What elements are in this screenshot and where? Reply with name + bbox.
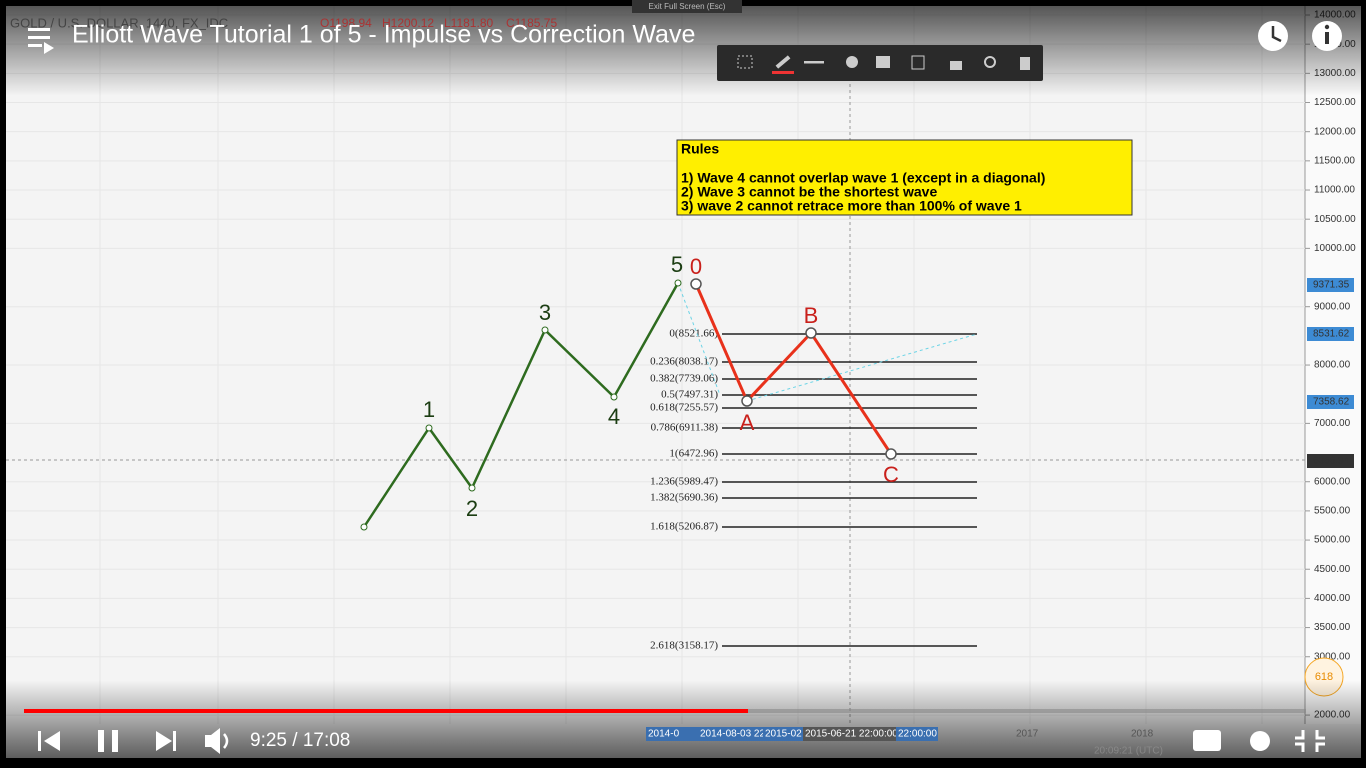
wave-labels: 1 2 3 4 5 0 A B C	[423, 252, 899, 521]
clock: 20:09:21 (UTC)	[1094, 746, 1163, 757]
fib-label: 0.5(7497.31)	[661, 389, 718, 401]
symbol: GOLD / U.S. DOLLAR, 1440, FX_IDC	[10, 15, 228, 30]
impulse-label: 4	[608, 404, 620, 429]
price-marker: 7358.62	[1313, 397, 1350, 408]
player-controls[interactable]	[38, 728, 229, 754]
toolbar-icons[interactable]	[737, 55, 1030, 74]
time-marker-bg	[803, 727, 898, 741]
fib-label: 1.382(5690.36)	[650, 492, 718, 504]
exit-hint: Exit Full Screen (Esc)	[649, 2, 726, 11]
price-label: 5000.00	[1314, 535, 1351, 546]
price-marker-bg	[1307, 395, 1354, 409]
time-label: 2015-02	[765, 729, 802, 740]
impulse-wave	[362, 282, 680, 528]
video-title[interactable]: Elliott Wave Tutorial 1 of 5 - Impulse v…	[72, 21, 695, 49]
price-label: 3000.00	[1314, 651, 1351, 662]
impulse-points	[360, 279, 682, 531]
time-axis: 2014-0 2014-08-03 22 2015-02 2015-06-21 22:…	[646, 727, 1154, 741]
impulse-label: 1	[423, 397, 435, 422]
impulse-label: 2	[466, 496, 478, 521]
ohlc-value: C1185.75	[506, 16, 557, 30]
correction-label: 0	[690, 254, 702, 279]
price-label: 10000.00	[1314, 243, 1356, 254]
price-axis-bg	[1305, 6, 1361, 724]
price-axis: 14000.0013500.0013000.0012500.0012000.00…	[1305, 10, 1356, 721]
price-marker-bg	[1307, 278, 1354, 292]
correction-label: A	[740, 410, 755, 435]
rule: 3) wave 2 cannot retrace more than 100% …	[681, 198, 1022, 214]
fib-levels: 0(8521.66) 0.236(8038.17) 0.382(7739.06) 0.…	[650, 328, 977, 652]
fib-label: 2.618(3158.17)	[650, 640, 718, 652]
time-marker-bg	[896, 727, 938, 741]
rule: 2) Wave 3 cannot be the shortest wave	[681, 184, 937, 200]
price-label: 10500.00	[1314, 214, 1356, 225]
time-display: 9:25 / 17:08	[250, 730, 350, 751]
ohlc-value: H1200.12	[382, 16, 434, 30]
price-label: 11000.00	[1314, 185, 1355, 196]
time-marker-bg	[763, 727, 803, 741]
ohlc-value: L1181.80	[444, 16, 493, 30]
time-label: 2014-08-03 22	[700, 729, 765, 740]
price-label: 8000.00	[1314, 360, 1351, 371]
time-label: 2014-0	[648, 729, 680, 740]
correction-wave	[694, 283, 893, 455]
progress-played[interactable]	[24, 709, 748, 713]
price-marker: 9371.35	[1313, 280, 1350, 291]
impulse-label: 3	[539, 300, 551, 325]
price-label: 3500.00	[1314, 622, 1351, 633]
time-label: 22:00:00	[898, 729, 937, 740]
fib-label: 0.382(7739.06)	[650, 373, 718, 385]
info-i	[1325, 32, 1329, 44]
price-label: 4000.00	[1314, 593, 1351, 604]
price-label: 12000.00	[1314, 126, 1356, 137]
correction-label: B	[804, 303, 819, 328]
ohlc: O1198.94 H1200.12 L1181.80 C1185.75	[320, 16, 557, 30]
time-label: 2017	[1016, 729, 1039, 740]
price-label: 4500.00	[1314, 564, 1351, 575]
fib-label: 1(6472.96)	[669, 448, 718, 460]
bottom-shade	[6, 680, 1361, 768]
fib-label: 0(8521.66)	[669, 328, 718, 340]
trend-dashed	[677, 282, 721, 396]
correction-label: C	[883, 462, 899, 487]
trend-dashed	[746, 333, 978, 402]
time-label: 2018	[1131, 729, 1154, 740]
rules-box	[676, 139, 1133, 216]
price-label: 9000.00	[1314, 301, 1351, 312]
badge: 618	[1315, 671, 1333, 683]
exit-hint-bg	[632, 0, 742, 13]
price-label: 11500.00	[1314, 155, 1355, 166]
time-label: 2015-06-21 22:00:00	[805, 729, 898, 740]
fib-label: 0.236(8038.17)	[650, 356, 718, 368]
rules-list: 1) Wave 4 cannot overlap wave 1 (except …	[681, 170, 1045, 214]
ohlc-value: O1198.94	[320, 16, 372, 30]
price-label: 5500.00	[1314, 506, 1351, 517]
fib-label: 1.236(5989.47)	[650, 476, 718, 488]
price-marker-bg	[1307, 454, 1354, 468]
top-shade	[6, 6, 1361, 96]
rules-title: Rules	[681, 141, 719, 157]
price-label: 12500.00	[1314, 97, 1356, 108]
price-marker-bg	[1307, 327, 1354, 341]
correction-points	[690, 278, 897, 460]
price-marker: 8531.62	[1313, 329, 1350, 340]
info-dot	[1324, 24, 1330, 30]
time-marker-bg	[698, 727, 765, 741]
rule: 1) Wave 4 cannot overlap wave 1 (except …	[681, 170, 1045, 186]
price-label: 7000.00	[1314, 418, 1351, 429]
clock-hands	[1271, 26, 1282, 43]
price-marker: 6366.94	[1313, 456, 1350, 467]
impulse-label: 5	[671, 252, 683, 277]
player-right-controls[interactable]	[1193, 730, 1325, 752]
price-label: 6000.00	[1314, 476, 1351, 487]
playlist-icon[interactable]	[28, 28, 54, 54]
fib-label: 1.618(5206.87)	[650, 521, 718, 533]
fib-label: 0.618(7255.57)	[650, 402, 718, 414]
fib-label: 0.786(6911.38)	[651, 422, 719, 434]
time-marker-bg	[646, 727, 700, 741]
